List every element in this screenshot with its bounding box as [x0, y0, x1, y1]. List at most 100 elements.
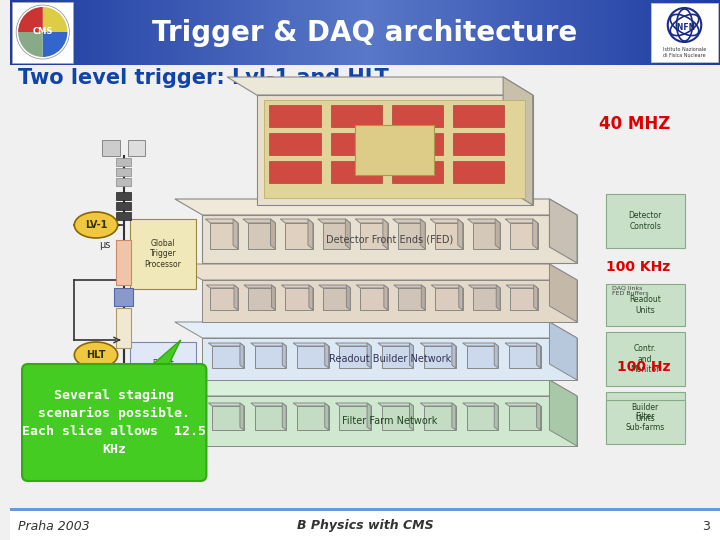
- Text: Istituto Nazionale
di Fisica Nucleare: Istituto Nazionale di Fisica Nucleare: [663, 47, 706, 58]
- Polygon shape: [424, 406, 456, 430]
- Bar: [518, 0, 521, 65]
- Bar: [683, 0, 685, 65]
- Polygon shape: [435, 223, 463, 249]
- Bar: [330, 105, 382, 127]
- Bar: [354, 0, 356, 65]
- Bar: [508, 0, 511, 65]
- Bar: [141, 0, 143, 65]
- Bar: [425, 0, 427, 65]
- Bar: [96, 0, 98, 65]
- Bar: [464, 0, 467, 65]
- Bar: [375, 0, 377, 65]
- Bar: [273, 0, 275, 65]
- Polygon shape: [293, 403, 328, 406]
- Bar: [267, 0, 269, 65]
- Text: Several staging
scenarios possible.
Each slice allows  12.5
KHz: Several staging scenarios possible. Each…: [22, 389, 206, 456]
- Bar: [58, 0, 61, 65]
- Polygon shape: [340, 406, 371, 430]
- Polygon shape: [346, 285, 351, 310]
- Polygon shape: [212, 346, 244, 368]
- Polygon shape: [208, 343, 244, 346]
- Bar: [64, 0, 66, 65]
- Text: Filter Farm Network: Filter Farm Network: [342, 416, 438, 426]
- Bar: [289, 0, 291, 65]
- Polygon shape: [175, 264, 577, 280]
- Bar: [202, 0, 204, 65]
- Text: Readout
Units: Readout Units: [629, 295, 661, 315]
- Bar: [580, 0, 582, 65]
- Polygon shape: [146, 340, 181, 370]
- Bar: [257, 0, 260, 65]
- Polygon shape: [420, 403, 456, 406]
- Bar: [155, 0, 158, 65]
- Polygon shape: [536, 403, 541, 430]
- Polygon shape: [382, 346, 413, 368]
- Bar: [143, 0, 145, 65]
- Polygon shape: [505, 403, 541, 406]
- Bar: [22, 0, 24, 65]
- Bar: [477, 0, 480, 65]
- Bar: [84, 0, 86, 65]
- Polygon shape: [210, 223, 238, 249]
- Bar: [431, 0, 433, 65]
- Text: Praha 2003: Praha 2003: [18, 519, 90, 532]
- Bar: [593, 0, 595, 65]
- Polygon shape: [336, 343, 371, 346]
- Bar: [682, 0, 684, 65]
- Bar: [175, 0, 177, 65]
- Bar: [312, 0, 315, 65]
- Bar: [94, 0, 96, 65]
- Bar: [382, 0, 384, 65]
- Bar: [495, 0, 497, 65]
- Polygon shape: [323, 288, 351, 310]
- Bar: [250, 0, 253, 65]
- Bar: [432, 0, 434, 65]
- Bar: [131, 0, 133, 65]
- Bar: [300, 0, 302, 65]
- Bar: [665, 0, 667, 65]
- Bar: [318, 0, 320, 65]
- Bar: [490, 0, 492, 65]
- Bar: [697, 0, 700, 65]
- Bar: [355, 0, 358, 65]
- Bar: [606, 0, 609, 65]
- Bar: [572, 0, 575, 65]
- FancyBboxPatch shape: [606, 284, 685, 326]
- Bar: [93, 0, 95, 65]
- Bar: [235, 0, 237, 65]
- Bar: [536, 0, 538, 65]
- Bar: [222, 0, 224, 65]
- Bar: [510, 0, 513, 65]
- Bar: [116, 240, 132, 285]
- Bar: [116, 158, 132, 166]
- Bar: [492, 0, 494, 65]
- Bar: [629, 0, 631, 65]
- Bar: [120, 0, 122, 65]
- Bar: [528, 0, 531, 65]
- Bar: [392, 133, 443, 155]
- Bar: [292, 0, 294, 65]
- Bar: [333, 0, 335, 65]
- Bar: [433, 0, 436, 65]
- Bar: [171, 0, 173, 65]
- Bar: [340, 0, 342, 65]
- Bar: [479, 0, 481, 65]
- Bar: [667, 0, 670, 65]
- Bar: [286, 0, 288, 65]
- Bar: [449, 0, 451, 65]
- Bar: [35, 0, 37, 65]
- Bar: [416, 0, 418, 65]
- Bar: [503, 0, 505, 65]
- Bar: [504, 0, 507, 65]
- Bar: [76, 0, 78, 65]
- Polygon shape: [248, 288, 276, 310]
- Bar: [240, 0, 243, 65]
- Bar: [61, 0, 64, 65]
- Bar: [628, 0, 630, 65]
- Bar: [676, 0, 678, 65]
- Bar: [559, 0, 562, 65]
- Polygon shape: [392, 219, 426, 223]
- Ellipse shape: [114, 400, 133, 408]
- Bar: [703, 0, 706, 65]
- Bar: [32, 0, 34, 65]
